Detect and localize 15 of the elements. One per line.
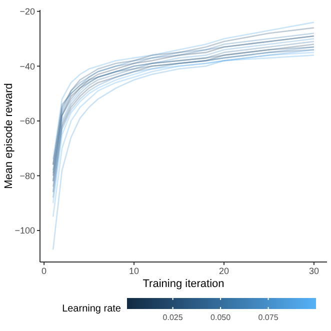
x-axis-title: Training iteration [142,278,224,290]
y-tick-label: −100 [14,226,35,236]
y-axis-title: Mean episode reward [3,83,15,189]
x-tick-label: 20 [218,266,229,276]
y-tick-label: −60 [20,116,35,126]
color-bar-label: 0.050 [210,313,232,322]
color-bar-title: Learning rate [62,304,122,314]
x-tick-label: 30 [308,266,319,276]
y-tick-label: −80 [20,170,35,181]
x-tick-label: 10 [129,266,140,276]
x-tick-label: 0 [42,266,47,276]
color-bar-label: 0.075 [258,313,279,322]
y-tick-label: −20 [20,6,35,17]
y-tick-label: −40 [20,61,35,72]
color-bar-label: 0.025 [162,313,184,322]
